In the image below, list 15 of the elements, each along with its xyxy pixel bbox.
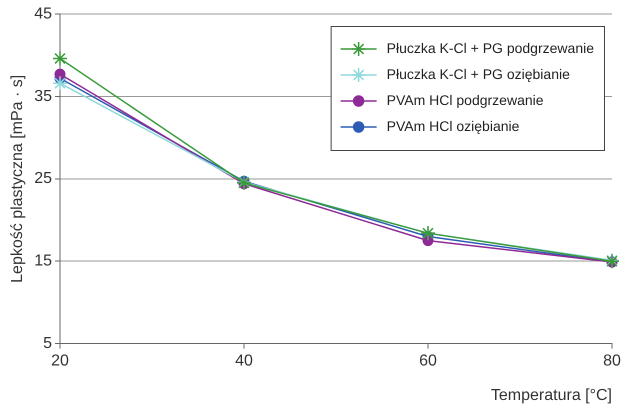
y-tick-label: 15 <box>34 252 52 270</box>
y-tick-label: 5 <box>43 335 52 352</box>
x-axis-title: Temperatura [°C] <box>490 386 612 404</box>
y-tick-label: 35 <box>34 88 52 105</box>
x-tick-label: 80 <box>603 352 621 370</box>
x-tick-label: 60 <box>419 352 437 370</box>
legend-label: Płuczka K-Cl + PG podgrzewanie <box>386 40 594 56</box>
y-tick-label: 25 <box>34 170 52 188</box>
legend-label: Płuczka K-Cl + PG oziębianie <box>386 66 570 82</box>
y-tick-label: 45 <box>34 5 52 22</box>
x-tick-label: 40 <box>235 352 253 370</box>
x-tick-label: 20 <box>51 352 69 370</box>
legend-label: PVAm HCl podgrzewanie <box>386 92 544 108</box>
y-axis-title: Lepkość plastyczna [mPa · s] <box>9 74 26 283</box>
legend-label: PVAm HCl oziębianie <box>386 118 520 134</box>
